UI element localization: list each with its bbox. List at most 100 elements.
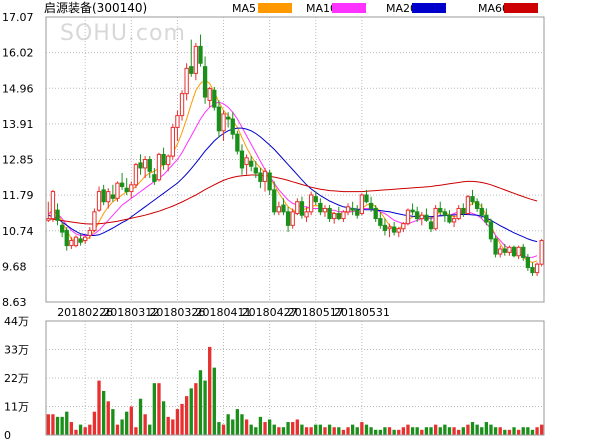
- candle-body: [502, 248, 507, 253]
- candle: [521, 243, 526, 261]
- candle-body: [170, 126, 175, 157]
- candle: [152, 167, 157, 185]
- moving-average-lines: [47, 79, 538, 264]
- volume-bar: [355, 427, 359, 435]
- volume-bar: [148, 424, 152, 435]
- volume-bar: [115, 424, 120, 435]
- candle: [55, 203, 60, 226]
- volume-bar: [129, 406, 133, 435]
- candle-body: [419, 214, 424, 220]
- volume-bar: [484, 422, 489, 435]
- candle-body: [166, 155, 171, 166]
- price-frame: [45, 16, 545, 303]
- volume-bar: [258, 416, 263, 435]
- volume-bar: [438, 427, 442, 435]
- candle-body: [156, 153, 162, 181]
- volume-frame: [45, 320, 545, 436]
- candle-body: [396, 228, 401, 233]
- candle: [189, 39, 194, 77]
- volume-bar: [291, 422, 295, 435]
- candle: [322, 205, 328, 217]
- candle: [115, 181, 120, 202]
- volume-bar: [212, 367, 216, 435]
- candle-body: [244, 157, 249, 166]
- candle: [525, 254, 531, 271]
- volume-bar: [300, 424, 304, 435]
- candle-body: [511, 246, 517, 257]
- volume-bar: [493, 427, 498, 435]
- candle-body: [253, 167, 258, 174]
- volume-bar: [475, 424, 479, 435]
- candle: [133, 162, 139, 189]
- date-tick-label: 20180517: [288, 306, 344, 319]
- candle: [106, 188, 111, 209]
- legend-swatch-ma60: [504, 3, 538, 13]
- candle-body: [507, 246, 512, 253]
- candle-body: [479, 207, 484, 216]
- candle: [156, 152, 162, 182]
- volume-bars: [46, 346, 544, 435]
- candle-body: [73, 236, 79, 247]
- candle: [258, 167, 263, 189]
- candle-body: [488, 221, 494, 240]
- candle-body: [267, 172, 272, 191]
- candle: [142, 156, 148, 179]
- volume-bar: [424, 427, 429, 435]
- volume-bar: [401, 427, 406, 435]
- candle-body: [175, 115, 180, 128]
- candle: [110, 184, 116, 202]
- ma60-line: [48, 174, 538, 225]
- candle-body: [345, 206, 351, 213]
- candle: [202, 56, 208, 104]
- candle: [285, 206, 291, 233]
- volume-bar: [203, 380, 207, 435]
- candle: [92, 208, 97, 233]
- volume-bar: [314, 424, 318, 435]
- candle-body: [96, 191, 102, 211]
- volume-bar: [208, 346, 212, 435]
- candle-body: [428, 221, 434, 230]
- candle: [345, 203, 351, 216]
- volume-bar: [457, 429, 461, 435]
- candle-body: [465, 196, 471, 215]
- volume-bar: [521, 427, 525, 435]
- candle: [461, 203, 466, 217]
- candle: [539, 238, 544, 266]
- candle-body: [318, 202, 323, 213]
- candle: [281, 198, 286, 216]
- volume-bar: [92, 411, 97, 435]
- volume-bar: [397, 429, 401, 435]
- candle-body: [101, 189, 106, 203]
- candle: [364, 189, 369, 204]
- candle-body: [239, 150, 245, 169]
- candle-body: [87, 229, 92, 236]
- candle-body: [69, 240, 74, 247]
- candle: [355, 205, 360, 219]
- candle-body: [202, 66, 208, 98]
- volume-bar: [221, 424, 226, 435]
- volume-bar: [466, 424, 470, 435]
- volume-bar: [175, 409, 180, 435]
- volume-bar: [304, 427, 309, 435]
- volume-grid: 44万 33万 22万 11万 0: [4, 315, 544, 440]
- ma5-line: [47, 79, 538, 264]
- volume-bar: [323, 427, 327, 435]
- volume-bar: [327, 424, 332, 435]
- chart-title: 启源装备(300140): [44, 1, 147, 15]
- legend-label-ma10: MA10: [306, 2, 337, 15]
- candle: [359, 193, 365, 216]
- candle-body: [368, 202, 374, 209]
- candle-body: [498, 248, 503, 255]
- volume-bar: [101, 390, 106, 435]
- volume-bar: [360, 422, 364, 435]
- chart-frames: [45, 16, 545, 436]
- volume-bar: [125, 411, 129, 435]
- candle: [175, 110, 180, 141]
- price-tick-label: 17.07: [2, 11, 34, 24]
- volume-bar: [470, 422, 475, 435]
- candle-body: [161, 153, 166, 166]
- volume-bar: [498, 427, 502, 435]
- volume-bar: [512, 427, 516, 435]
- candle-body: [249, 160, 254, 167]
- candle-body: [313, 196, 318, 203]
